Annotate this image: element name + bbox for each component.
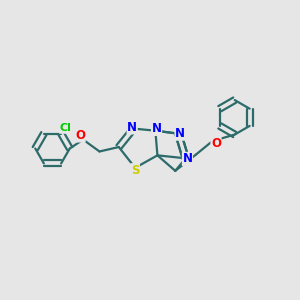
Text: O: O xyxy=(75,129,85,142)
Text: N: N xyxy=(182,152,193,165)
Text: S: S xyxy=(131,164,140,177)
Text: N: N xyxy=(127,121,137,134)
Text: Cl: Cl xyxy=(60,123,71,133)
Text: N: N xyxy=(175,127,185,140)
Text: N: N xyxy=(152,122,161,135)
Text: O: O xyxy=(211,137,221,150)
